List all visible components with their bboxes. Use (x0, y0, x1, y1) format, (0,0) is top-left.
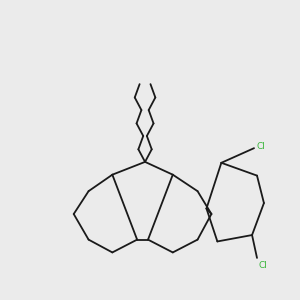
Text: Cl: Cl (256, 142, 265, 151)
Text: Cl: Cl (259, 261, 268, 270)
